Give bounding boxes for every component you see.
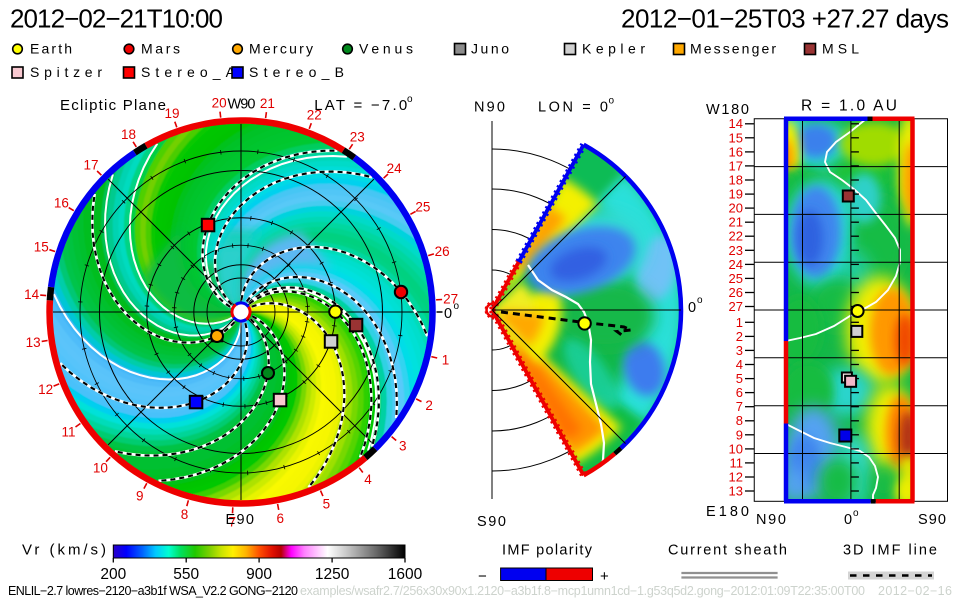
svg-text:Messenger: Messenger xyxy=(690,41,776,57)
svg-text:22: 22 xyxy=(729,229,743,244)
svg-text:1600: 1600 xyxy=(388,566,423,583)
svg-text:26: 26 xyxy=(729,285,743,300)
svg-text:0: 0 xyxy=(688,300,696,316)
svg-text:27: 27 xyxy=(443,291,458,306)
svg-text:Mars: Mars xyxy=(141,41,180,57)
svg-text:4: 4 xyxy=(364,472,372,487)
svg-text:2012−01−25T03 +27.27 days: 2012−01−25T03 +27.27 days xyxy=(621,4,949,34)
svg-text:1: 1 xyxy=(736,315,743,330)
svg-text:16: 16 xyxy=(729,144,743,159)
svg-text:6: 6 xyxy=(277,511,285,526)
svg-text:1: 1 xyxy=(442,353,450,368)
svg-text:Mercury: Mercury xyxy=(249,41,313,57)
svg-text:0: 0 xyxy=(844,512,852,528)
svg-text:15: 15 xyxy=(729,130,743,145)
svg-text:o: o xyxy=(697,295,703,306)
svg-text:9: 9 xyxy=(136,489,144,504)
svg-text:o: o xyxy=(407,94,413,105)
svg-text:17: 17 xyxy=(83,158,98,173)
svg-text:10: 10 xyxy=(729,441,743,456)
svg-text:25: 25 xyxy=(729,271,743,286)
svg-text:5: 5 xyxy=(323,496,331,511)
svg-text:8: 8 xyxy=(181,507,189,522)
svg-text:Spitzer: Spitzer xyxy=(30,64,102,80)
svg-text:o: o xyxy=(853,508,859,519)
svg-text:12: 12 xyxy=(38,382,53,397)
svg-text:examples/wsafr2.7/256x30x90x1.: examples/wsafr2.7/256x30x90x1.2120−a3b1f… xyxy=(300,584,865,598)
svg-text:LAT = −7.0: LAT = −7.0 xyxy=(314,97,407,114)
svg-text:7: 7 xyxy=(228,514,236,529)
svg-text:23: 23 xyxy=(350,130,365,145)
svg-text:2012−02−21T10:00: 2012−02−21T10:00 xyxy=(10,4,223,34)
svg-text:25: 25 xyxy=(415,200,430,215)
svg-text:Juno: Juno xyxy=(471,41,509,57)
svg-text:12: 12 xyxy=(729,470,743,485)
svg-text:LON = 0: LON = 0 xyxy=(538,100,608,116)
svg-text:17: 17 xyxy=(729,158,743,173)
svg-text:11: 11 xyxy=(730,455,744,470)
svg-text:7: 7 xyxy=(736,399,743,414)
svg-text:IMF polarity: IMF polarity xyxy=(502,543,593,559)
svg-text:Stereo_A: Stereo_A xyxy=(141,64,236,80)
svg-text:5: 5 xyxy=(736,371,743,386)
svg-text:15: 15 xyxy=(34,240,49,255)
svg-text:19: 19 xyxy=(164,106,179,121)
svg-text:900: 900 xyxy=(246,566,272,583)
svg-text:Earth: Earth xyxy=(30,41,72,57)
svg-text:Vr (km/s): Vr (km/s) xyxy=(22,542,106,559)
svg-text:2012−02−16: 2012−02−16 xyxy=(878,584,952,598)
svg-text:24: 24 xyxy=(729,257,743,272)
svg-text:22: 22 xyxy=(307,108,322,123)
svg-text:20: 20 xyxy=(729,201,743,216)
svg-text:550: 550 xyxy=(173,566,199,583)
svg-text:+: + xyxy=(600,568,609,585)
svg-text:4: 4 xyxy=(736,357,743,372)
svg-text:10: 10 xyxy=(93,461,108,476)
svg-text:W90: W90 xyxy=(228,97,256,113)
svg-text:0: 0 xyxy=(444,306,452,322)
svg-text:200: 200 xyxy=(100,566,126,583)
svg-text:ENLIL−2.7 lowres−2120−a3b1f WS: ENLIL−2.7 lowres−2120−a3b1f WSA_V2.2 GON… xyxy=(8,584,298,598)
svg-text:20: 20 xyxy=(212,96,227,111)
svg-text:Venus: Venus xyxy=(359,41,413,57)
svg-text:14: 14 xyxy=(24,287,40,302)
svg-text:27: 27 xyxy=(729,299,743,314)
svg-text:23: 23 xyxy=(729,243,743,258)
svg-text:18: 18 xyxy=(121,127,136,142)
svg-text:13: 13 xyxy=(26,335,41,350)
svg-text:3: 3 xyxy=(399,438,407,453)
svg-text:1250: 1250 xyxy=(315,566,350,583)
svg-text:MSL: MSL xyxy=(822,41,859,57)
svg-text:18: 18 xyxy=(729,173,743,188)
svg-text:8: 8 xyxy=(736,413,743,428)
svg-text:19: 19 xyxy=(729,187,743,202)
svg-text:W180: W180 xyxy=(706,102,749,118)
svg-text:13: 13 xyxy=(729,484,743,499)
svg-text:N90: N90 xyxy=(756,512,786,528)
svg-text:21: 21 xyxy=(260,96,275,111)
svg-text:−: − xyxy=(478,568,487,585)
svg-text:9: 9 xyxy=(736,427,743,442)
svg-text:Kepler: Kepler xyxy=(582,41,645,57)
svg-text:o: o xyxy=(454,301,460,312)
svg-text:14: 14 xyxy=(729,116,743,131)
svg-text:21: 21 xyxy=(729,215,743,230)
svg-text:S90: S90 xyxy=(918,512,946,528)
svg-text:Ecliptic Plane: Ecliptic Plane xyxy=(60,97,166,114)
svg-text:E90: E90 xyxy=(226,512,255,528)
svg-text:2: 2 xyxy=(425,398,433,413)
svg-text:6: 6 xyxy=(736,385,743,400)
svg-text:24: 24 xyxy=(387,161,403,176)
svg-text:N90: N90 xyxy=(474,100,505,116)
svg-text:S90: S90 xyxy=(477,514,506,530)
svg-text:3: 3 xyxy=(736,343,743,358)
svg-text:o: o xyxy=(609,96,615,107)
svg-text:11: 11 xyxy=(61,424,75,439)
svg-text:R = 1.0 AU: R = 1.0 AU xyxy=(801,98,897,115)
svg-text:26: 26 xyxy=(435,244,450,259)
svg-text:2: 2 xyxy=(736,329,743,344)
svg-text:16: 16 xyxy=(54,196,69,211)
